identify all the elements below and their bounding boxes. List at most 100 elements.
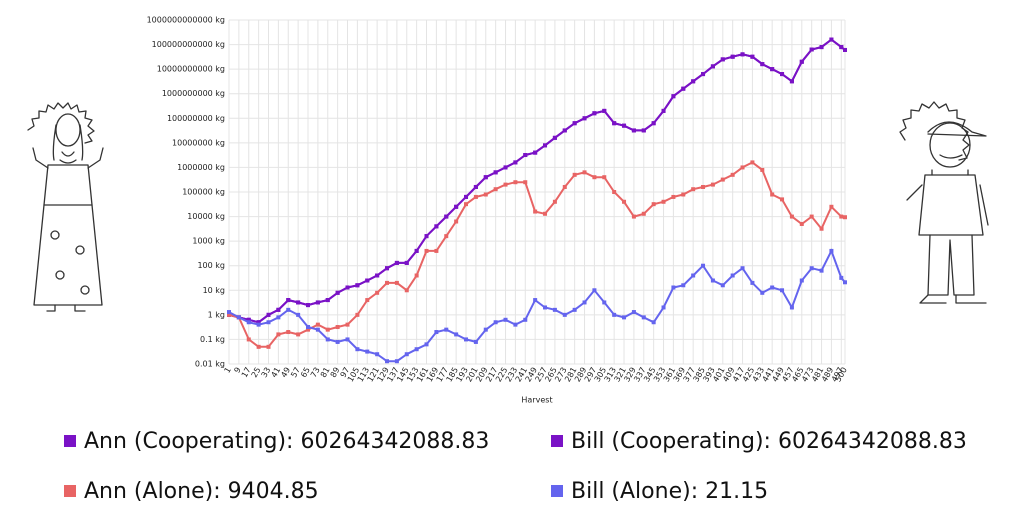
- legend-swatch: [64, 485, 76, 497]
- data-point: [740, 165, 745, 170]
- data-point: [473, 194, 478, 199]
- data-point: [246, 337, 251, 342]
- data-point: [750, 160, 755, 165]
- data-point: [631, 214, 636, 219]
- x-axis-label: Harvest: [521, 396, 552, 405]
- data-point: [839, 275, 844, 280]
- data-point: [819, 268, 824, 273]
- data-point: [266, 320, 271, 325]
- data-point: [404, 260, 409, 265]
- legend-label: Ann (Cooperating): 60264342088.83: [84, 429, 489, 454]
- bill-illustration: [899, 101, 989, 304]
- data-point: [493, 187, 498, 192]
- x-tick-label: 25: [250, 366, 263, 379]
- data-point: [770, 285, 775, 290]
- data-point: [483, 175, 488, 180]
- series-line: [228, 161, 846, 348]
- data-point: [799, 59, 804, 64]
- data-point: [691, 187, 696, 192]
- data-point: [345, 322, 350, 327]
- data-point: [710, 64, 715, 69]
- data-point: [444, 327, 449, 332]
- data-point: [355, 347, 360, 352]
- data-point: [701, 184, 706, 189]
- data-point: [671, 285, 676, 290]
- data-point: [592, 111, 597, 116]
- data-point: [770, 192, 775, 197]
- y-tick-label: 10 kg: [203, 286, 225, 295]
- data-point: [730, 54, 735, 59]
- x-tick-label: 49: [279, 366, 292, 379]
- data-point: [444, 234, 449, 239]
- data-point: [483, 327, 488, 332]
- data-point: [355, 283, 360, 288]
- y-tick-label: 10000 kg: [187, 212, 225, 221]
- data-point: [582, 300, 587, 305]
- y-tick-label: 1000000000 kg: [162, 89, 225, 98]
- data-point: [691, 79, 696, 84]
- x-tick-label: 17: [240, 366, 253, 379]
- data-point: [681, 283, 686, 288]
- data-point: [325, 298, 330, 303]
- data-point: [582, 170, 587, 175]
- x-tick-label: 73: [309, 366, 322, 379]
- data-point: [434, 224, 439, 229]
- data-point: [345, 285, 350, 290]
- data-point: [552, 199, 557, 204]
- x-tick-label: 1: [223, 366, 233, 375]
- data-point: [513, 160, 518, 165]
- data-point: [720, 177, 725, 182]
- data-point: [286, 298, 291, 303]
- series-line: [228, 248, 846, 363]
- data-point: [523, 180, 528, 185]
- data-point: [661, 199, 666, 204]
- legend-label: Bill (Cooperating): 60264342088.83: [571, 429, 967, 454]
- data-point: [503, 317, 508, 322]
- data-point: [819, 226, 824, 231]
- data-point: [612, 312, 617, 317]
- data-point: [602, 300, 607, 305]
- data-point: [325, 327, 330, 332]
- data-point: [286, 307, 291, 312]
- data-point: [843, 47, 847, 52]
- legend: Ann (Cooperating): 60264342088.83 Bill (C…: [64, 429, 967, 504]
- y-tick-label: 1000000000000 kg: [147, 16, 225, 25]
- data-point: [523, 153, 528, 158]
- data-point: [839, 214, 844, 219]
- data-point: [592, 175, 597, 180]
- ann-illustration: [27, 102, 104, 312]
- data-point: [473, 184, 478, 189]
- data-point: [276, 315, 281, 320]
- data-point: [464, 337, 469, 342]
- data-point: [473, 339, 478, 344]
- y-tick-label: 100000000000 kg: [152, 40, 225, 49]
- data-point: [843, 280, 847, 285]
- y-tick-label: 100000 kg: [182, 188, 225, 197]
- data-point: [592, 288, 597, 293]
- data-point: [424, 248, 429, 253]
- data-point: [493, 170, 498, 175]
- data-point: [789, 79, 794, 84]
- data-point: [651, 320, 656, 325]
- y-tick-label: 1 kg: [208, 310, 225, 319]
- data-point: [296, 300, 301, 305]
- data-point: [780, 288, 785, 293]
- y-tick-label: 0.01 kg: [195, 360, 225, 369]
- y-tick-label: 1000 kg: [192, 237, 225, 246]
- data-point: [365, 278, 370, 283]
- data-point: [671, 94, 676, 99]
- data-point: [562, 128, 567, 133]
- data-point: [710, 278, 715, 283]
- data-point: [236, 315, 241, 320]
- y-tick-label: 100 kg: [197, 261, 225, 270]
- x-tick-label: 33: [260, 366, 273, 379]
- data-point: [799, 221, 804, 226]
- data-point: [375, 352, 380, 357]
- data-point: [315, 327, 320, 332]
- data-point: [296, 312, 301, 317]
- data-point: [454, 204, 459, 209]
- data-point: [572, 307, 577, 312]
- data-point: [661, 108, 666, 113]
